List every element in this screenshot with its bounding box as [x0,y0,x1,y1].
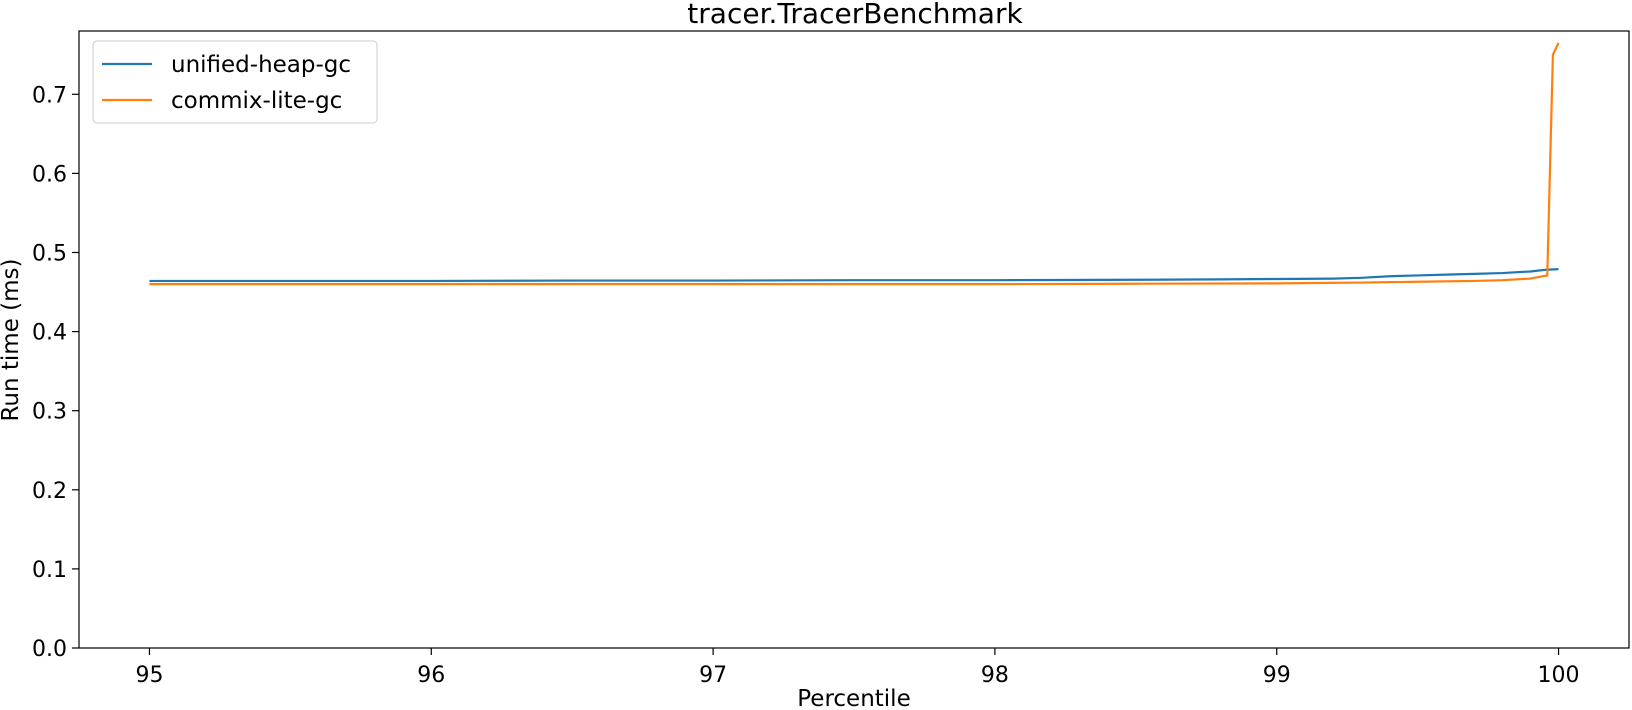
y-tick-label: 0.7 [32,83,67,108]
legend: unified-heap-gc commix-lite-gc [92,40,378,124]
y-tick-label: 0.6 [32,162,67,187]
y-tick-label: 0.2 [32,479,67,504]
y-tick-label: 0.4 [32,321,67,346]
series-line-commix-lite-gc [149,42,1560,286]
series-line-unified-heap-gc [149,268,1559,283]
x-tick-label: 99 [1263,663,1291,688]
x-tick-label: 98 [981,663,1009,688]
series-layer [149,42,1560,286]
y-axis-label: Run time (ms) [0,258,24,421]
chart-title: tracer.TracerBenchmark [687,0,1023,30]
x-axis-label: Percentile [797,686,910,710]
y-tick-label: 0.5 [32,241,67,266]
legend-label-commix-lite-gc: commix-lite-gc [171,88,342,114]
plot-area-frame [78,30,1630,649]
legend-label-unified-heap-gc: unified-heap-gc [171,52,351,78]
x-tick-label: 95 [135,663,163,688]
x-tick-label: 96 [417,663,445,688]
ticks-layer: 95 96 97 98 99 100 0.0 0.1 0.2 0.3 0.4 0.5 0.6 0.7 [32,83,1580,688]
x-tick-label: 100 [1538,663,1580,688]
y-tick-label: 0.1 [32,558,67,583]
y-tick-label: 0.0 [32,637,67,662]
x-tick-label: 97 [699,663,727,688]
legend-box [92,40,378,124]
y-tick-label: 0.3 [32,400,67,425]
